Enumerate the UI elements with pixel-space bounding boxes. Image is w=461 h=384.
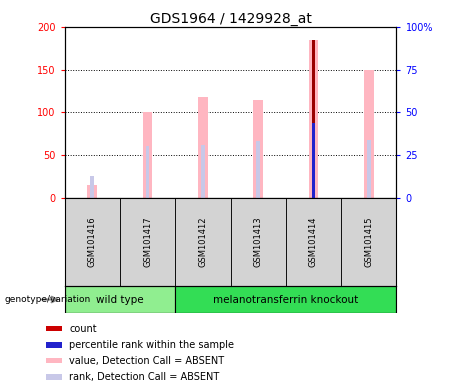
Bar — [364, 70, 374, 198]
Text: count: count — [69, 324, 97, 334]
Bar — [312, 122, 315, 198]
Bar — [46, 342, 62, 348]
Bar — [308, 40, 319, 198]
Bar — [253, 100, 263, 198]
Bar — [146, 146, 149, 198]
Bar — [90, 176, 94, 198]
Text: value, Detection Call = ABSENT: value, Detection Call = ABSENT — [69, 356, 224, 366]
Bar — [142, 112, 153, 198]
Bar — [256, 141, 260, 198]
Text: GSM101416: GSM101416 — [88, 217, 97, 267]
Text: GSM101413: GSM101413 — [254, 217, 263, 267]
Bar — [175, 286, 396, 313]
Text: melanotransferrin knockout: melanotransferrin knockout — [213, 295, 359, 305]
Text: GSM101415: GSM101415 — [364, 217, 373, 267]
Text: rank, Detection Call = ABSENT: rank, Detection Call = ABSENT — [69, 372, 219, 382]
Bar — [286, 198, 341, 286]
Bar — [312, 125, 315, 198]
Text: GSM101417: GSM101417 — [143, 217, 152, 267]
Bar — [341, 198, 396, 286]
Bar — [120, 198, 175, 286]
Text: wild type: wild type — [96, 295, 144, 305]
Text: percentile rank within the sample: percentile rank within the sample — [69, 340, 234, 350]
Bar — [65, 198, 120, 286]
Text: GSM101414: GSM101414 — [309, 217, 318, 267]
Bar — [175, 198, 230, 286]
Bar — [46, 358, 62, 363]
Bar — [46, 326, 62, 331]
Text: genotype/variation: genotype/variation — [5, 295, 91, 304]
Bar — [312, 40, 315, 198]
Bar — [198, 97, 208, 198]
Bar — [201, 145, 205, 198]
Bar — [230, 198, 286, 286]
Title: GDS1964 / 1429928_at: GDS1964 / 1429928_at — [149, 12, 312, 26]
Bar — [87, 185, 97, 198]
Bar — [367, 140, 371, 198]
Bar — [65, 286, 175, 313]
Text: GSM101412: GSM101412 — [198, 217, 207, 267]
Bar — [46, 374, 62, 380]
